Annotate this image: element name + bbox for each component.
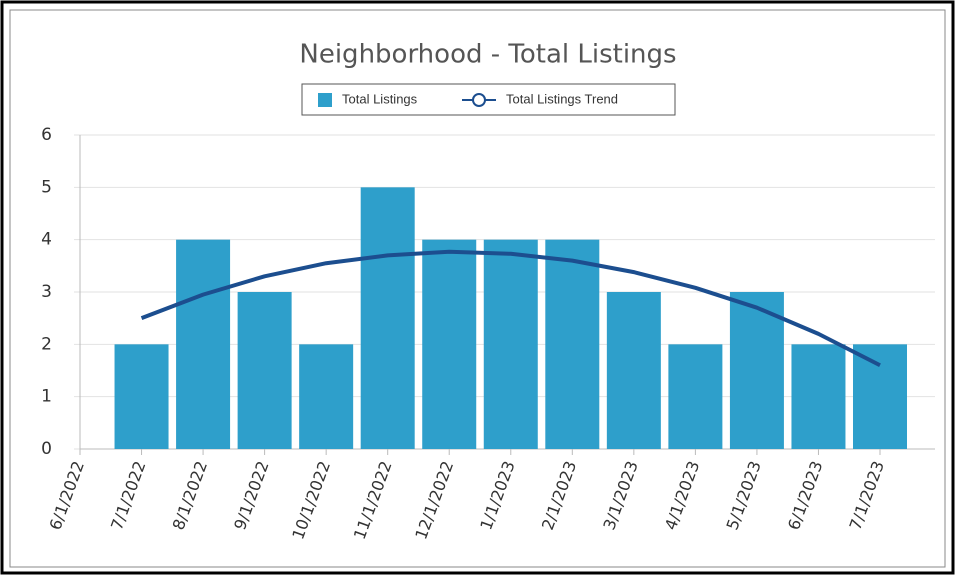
bar: [853, 344, 907, 449]
legend-marker: [472, 93, 486, 107]
legend-label: Total Listings: [342, 91, 418, 106]
chart-title: Neighborhood - Total Listings: [299, 40, 676, 70]
bar: [422, 239, 477, 449]
y-tick-label: 0: [41, 439, 52, 459]
bar: [237, 292, 292, 449]
bar: [299, 344, 354, 449]
bar: [483, 239, 538, 449]
bar: [545, 239, 600, 449]
y-tick-label: 2: [41, 334, 52, 354]
bar: [114, 344, 169, 449]
bar: [791, 344, 846, 449]
y-tick-label: 5: [41, 177, 52, 197]
y-tick-label: 3: [41, 282, 52, 302]
bar: [360, 187, 415, 450]
y-tick-label: 4: [41, 230, 52, 250]
bar: [606, 292, 661, 449]
y-tick-label: 6: [41, 125, 52, 145]
bar: [668, 344, 723, 449]
legend-swatch: [318, 93, 332, 107]
legend-label: Total Listings Trend: [506, 91, 618, 106]
bar: [176, 239, 231, 449]
y-tick-label: 1: [41, 387, 52, 407]
bar: [729, 292, 784, 449]
inner-frame: [9, 9, 946, 568]
trend-line: [140, 249, 881, 368]
